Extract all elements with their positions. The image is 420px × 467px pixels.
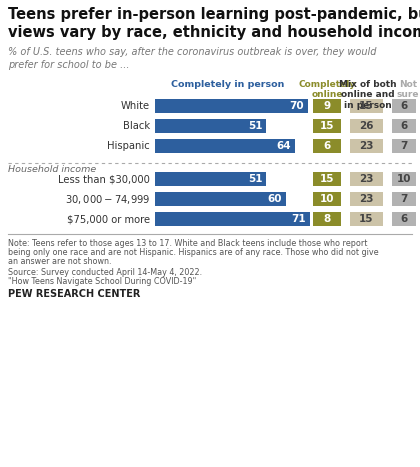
Bar: [313, 192, 341, 206]
Bar: [392, 172, 416, 186]
Bar: [155, 119, 266, 133]
Text: 26: 26: [359, 121, 374, 131]
Text: 51: 51: [248, 174, 262, 184]
Bar: [313, 212, 341, 226]
Text: 60: 60: [268, 194, 282, 204]
Text: Source: Survey conducted April 14-May 4, 2022.: Source: Survey conducted April 14-May 4,…: [8, 268, 202, 277]
Text: 51: 51: [248, 121, 262, 131]
Text: 15: 15: [320, 121, 334, 131]
Text: $30,000-$74,999: $30,000-$74,999: [65, 192, 150, 205]
Text: 15: 15: [359, 101, 374, 111]
Bar: [350, 139, 383, 153]
Bar: [155, 99, 308, 113]
Text: 6: 6: [400, 101, 408, 111]
Text: an answer are not shown.: an answer are not shown.: [8, 257, 111, 266]
Text: Teens prefer in-person learning post-pandemic, but
views vary by race, ethnicity: Teens prefer in-person learning post-pan…: [8, 7, 420, 40]
Text: 7: 7: [400, 194, 408, 204]
Text: 6: 6: [323, 141, 331, 151]
Bar: [392, 139, 416, 153]
Text: % of U.S. teens who say, after the coronavirus outbreak is over, they would
pref: % of U.S. teens who say, after the coron…: [8, 47, 376, 70]
Bar: [155, 139, 295, 153]
Text: White: White: [121, 101, 150, 111]
Bar: [155, 212, 310, 226]
Text: Not
sure: Not sure: [397, 80, 419, 99]
Text: Household income: Household income: [8, 164, 96, 174]
Text: 23: 23: [359, 174, 374, 184]
Text: 7: 7: [400, 141, 408, 151]
Text: "How Teens Navigate School During COVID-19": "How Teens Navigate School During COVID-…: [8, 277, 196, 286]
Text: 64: 64: [276, 141, 291, 151]
Text: 23: 23: [359, 194, 374, 204]
Text: 70: 70: [289, 101, 304, 111]
Bar: [155, 192, 286, 206]
Text: 6: 6: [400, 121, 408, 131]
Text: 15: 15: [320, 174, 334, 184]
Bar: [350, 172, 383, 186]
Text: 23: 23: [359, 141, 374, 151]
Bar: [155, 172, 266, 186]
Bar: [392, 212, 416, 226]
Text: 15: 15: [359, 214, 374, 224]
Bar: [350, 192, 383, 206]
Text: 6: 6: [400, 214, 408, 224]
Bar: [313, 99, 341, 113]
Text: PEW RESEARCH CENTER: PEW RESEARCH CENTER: [8, 289, 140, 299]
Text: Mix of both
online and
in person: Mix of both online and in person: [339, 80, 397, 110]
Text: Completely in person: Completely in person: [171, 80, 284, 89]
Text: 10: 10: [320, 194, 334, 204]
Bar: [350, 99, 383, 113]
Bar: [392, 192, 416, 206]
Text: 8: 8: [323, 214, 331, 224]
Bar: [313, 139, 341, 153]
Text: Black: Black: [123, 121, 150, 131]
Text: 10: 10: [397, 174, 411, 184]
Text: Less than $30,000: Less than $30,000: [58, 174, 150, 184]
Text: Hispanic: Hispanic: [107, 141, 150, 151]
Bar: [350, 119, 383, 133]
Bar: [350, 212, 383, 226]
Text: 9: 9: [323, 101, 331, 111]
Bar: [313, 119, 341, 133]
Text: Note: Teens refer to those ages 13 to 17. White and Black teens include those wh: Note: Teens refer to those ages 13 to 17…: [8, 239, 368, 248]
Bar: [392, 99, 416, 113]
Text: 71: 71: [291, 214, 306, 224]
Text: $75,000 or more: $75,000 or more: [67, 214, 150, 224]
Text: being only one race and are not Hispanic. Hispanics are of any race. Those who d: being only one race and are not Hispanic…: [8, 248, 378, 257]
Bar: [392, 119, 416, 133]
Bar: [313, 172, 341, 186]
Text: Completely
online: Completely online: [298, 80, 356, 99]
